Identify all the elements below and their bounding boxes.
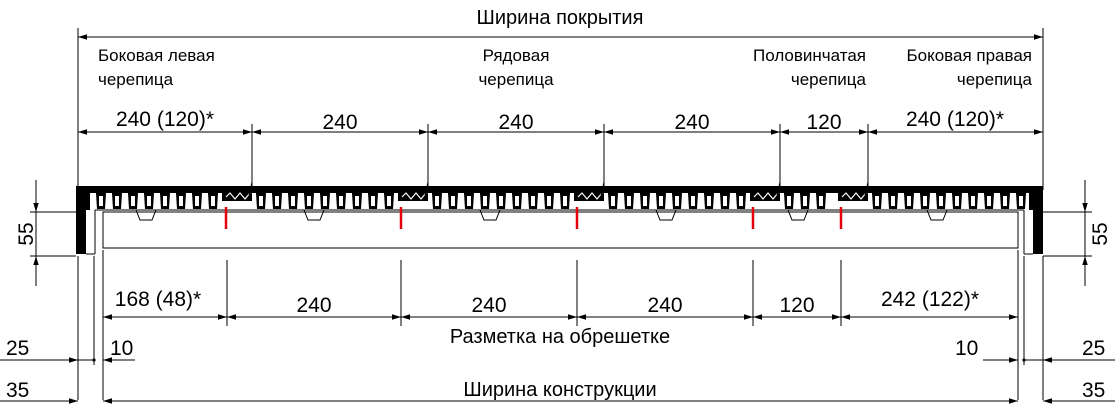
tile-rib-gap	[195, 196, 199, 206]
bottom-dim-4: 240	[647, 294, 682, 317]
offset-right-inner: 10	[955, 337, 978, 360]
tile-rib-gap	[387, 196, 391, 206]
tile-rib-gap	[259, 196, 263, 206]
tile-rib-gap	[691, 196, 695, 206]
height-left: 55	[15, 222, 38, 245]
label-row-2: черепица	[478, 70, 554, 89]
tile-rib-gap	[355, 196, 359, 206]
batten-markers	[224, 207, 843, 229]
top-dim-2: 240	[322, 111, 357, 134]
tile-foot	[926, 209, 948, 221]
label-side-left-2: черепица	[98, 70, 174, 89]
tile-foot	[655, 209, 677, 221]
tile-rib-gap	[675, 196, 679, 206]
tile-rib-gap	[323, 196, 327, 206]
label-row-1: Рядовая	[483, 46, 550, 65]
bottom-dim-6: 242 (122)*	[881, 288, 979, 311]
tile-rib-gap	[307, 196, 311, 206]
label-side-right-2: черепица	[957, 70, 1033, 89]
tile-rib-gap	[547, 196, 551, 206]
bottom-dim-3: 240	[471, 294, 506, 317]
tile-rib-gap	[939, 196, 943, 206]
tile-rib-gap	[563, 196, 567, 206]
tile-rib-gap	[787, 196, 791, 206]
tile-rib-gap	[131, 196, 135, 206]
top-dim-3: 240	[498, 111, 533, 134]
label-side-right-1: Боковая правая	[906, 46, 1032, 65]
offset-left-inner: 10	[110, 337, 133, 360]
tile-rib-gap	[659, 196, 663, 206]
tile-foot	[787, 209, 809, 221]
top-dim-4: 240	[674, 111, 709, 134]
height-dim-left	[30, 180, 76, 286]
tile-foot	[303, 209, 325, 221]
tile-rib-gap	[923, 196, 927, 206]
tile-rib-gap	[451, 196, 455, 206]
tile-rib-gap	[643, 196, 647, 206]
tile-rib-gap	[99, 196, 103, 206]
top-dim-ticks	[251, 124, 869, 190]
tile-rib-gap	[179, 196, 183, 206]
tile-rib-gap	[723, 196, 727, 206]
tile-rib-gap	[819, 196, 823, 206]
offset-left-outer: 25	[6, 337, 29, 360]
batten-marking-title: Разметка на обрешетке	[450, 326, 670, 348]
tile-rib-gap	[515, 196, 519, 206]
height-dim-right	[1043, 180, 1092, 286]
roof-section	[76, 181, 1043, 255]
tile-rib-gap	[371, 196, 375, 206]
tile-ribs	[96, 193, 1026, 221]
height-right: 55	[1089, 222, 1112, 245]
top-dim-1: 240 (120)*	[116, 108, 214, 131]
edge-right: 35	[1082, 379, 1105, 402]
tile-rib-gap	[907, 196, 911, 206]
tile-rib-gap	[483, 196, 487, 206]
edge-left: 35	[6, 379, 29, 402]
offset-dims	[0, 357, 1115, 363]
tile-rib-gap	[803, 196, 807, 206]
tile-rib-gap	[163, 196, 167, 206]
tile-rib-gap	[1003, 196, 1007, 206]
top-dim-5: 120	[806, 111, 841, 134]
tile-rib-gap	[627, 196, 631, 206]
bottom-dim-5: 120	[779, 294, 814, 317]
tile-rib-gap	[707, 196, 711, 206]
label-side-left-1: Боковая левая	[98, 46, 215, 65]
tile-foot	[135, 209, 157, 221]
bottom-extension-lines	[77, 250, 1044, 400]
label-half-1: Половинчатая	[753, 46, 866, 65]
label-half-2: черепица	[791, 70, 867, 89]
tile-rib-gap	[739, 196, 743, 206]
tile-rib-gap	[971, 196, 975, 206]
tile-rib-gap	[211, 196, 215, 206]
tile-foot	[479, 209, 501, 221]
tile-rib-gap	[467, 196, 471, 206]
tile-rib-gap	[955, 196, 959, 206]
tile-rib-gap	[987, 196, 991, 206]
tile-rib-gap	[875, 196, 879, 206]
tile-rib-gap	[1019, 196, 1023, 206]
tile-rib-gap	[891, 196, 895, 206]
bottom-dim-1: 168 (48)*	[115, 288, 201, 311]
tile-rib-gap	[499, 196, 503, 206]
coverage-width-title: Ширина покрытия	[477, 7, 644, 29]
offset-right-outer: 25	[1082, 337, 1105, 360]
tile-rib-gap	[339, 196, 343, 206]
tile-rib-gap	[611, 196, 615, 206]
construction-width-title: Ширина конструкции	[463, 379, 656, 401]
tile-rib-gap	[115, 196, 119, 206]
tile-rib-gap	[435, 196, 439, 206]
tile-rib-gap	[531, 196, 535, 206]
top-dim-6: 240 (120)*	[906, 108, 1004, 131]
bottom-dim-2: 240	[296, 294, 331, 317]
tile-rib-gap	[275, 196, 279, 206]
tile-rib-gap	[291, 196, 295, 206]
tile-rib-gap	[147, 196, 151, 206]
